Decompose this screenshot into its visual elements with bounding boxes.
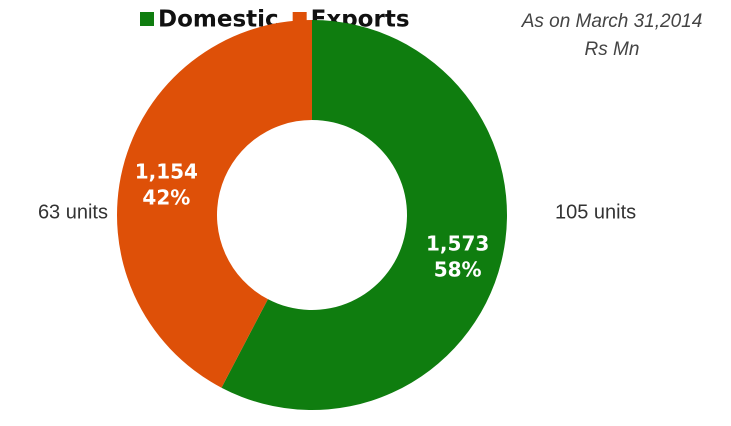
units-label: 63 units <box>38 201 108 223</box>
data-label: 1,154 <box>135 160 198 184</box>
units-label: 105 units <box>555 201 636 223</box>
subtitle: As on March 31,2014 <box>521 11 703 32</box>
legend-swatch <box>140 12 154 26</box>
data-label: 1,573 <box>426 231 489 255</box>
donut-slice <box>117 20 312 388</box>
subtitle: Rs Mn <box>585 39 640 60</box>
percent-label: 58% <box>434 257 482 281</box>
donut-slice <box>221 20 508 410</box>
percent-label: 42% <box>142 186 190 210</box>
